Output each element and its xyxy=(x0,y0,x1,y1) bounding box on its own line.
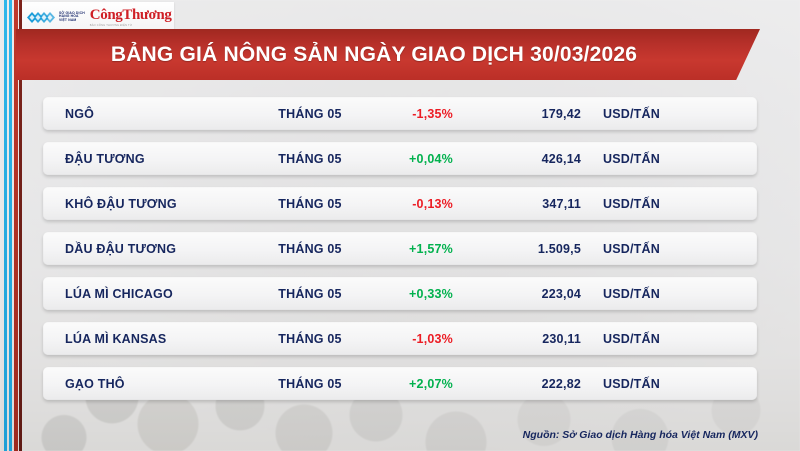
price-change-percent: -0,13% xyxy=(412,196,453,211)
page-title: BẢNG GIÁ NÔNG SẢN NGÀY GIAO DỊCH 30/03/2… xyxy=(110,42,638,66)
contract-month: THÁNG 05 xyxy=(278,331,342,346)
price-table: NGÔ THÁNG 05 -1,35% 179,42 USD/TẤN ĐẬU TƯƠNG T… xyxy=(0,97,800,412)
commodity-name: ĐẬU TƯƠNG xyxy=(65,151,145,166)
price-unit: USD/TẤN xyxy=(603,331,660,346)
price-change-percent: +1,57% xyxy=(409,241,453,256)
price-unit: USD/TẤN xyxy=(603,106,660,121)
table-row: KHÔ ĐẬU TƯƠNG THÁNG 05 -0,13% 347,11 USD/TẤN xyxy=(43,187,757,220)
mxv-line-1: SỞ GIAO DỊCH xyxy=(59,10,85,15)
contract-month: THÁNG 05 xyxy=(278,241,342,256)
price-change-percent: +0,04% xyxy=(409,151,453,166)
mxv-logo: SỞ GIAO DỊCH HÀNG HÓA VIỆT NAM xyxy=(26,9,85,26)
table-row: ĐẬU TƯƠNG THÁNG 05 +0,04% 426,14 USD/TẤN xyxy=(43,142,757,175)
price-value: 426,14 xyxy=(541,151,581,166)
table-row: GẠO THÔ THÁNG 05 +2,07% 222,82 USD/TẤN xyxy=(43,367,757,400)
congthuong-wordmark: CôngThương xyxy=(89,6,172,23)
price-change-percent: -1,35% xyxy=(412,106,453,121)
price-unit: USD/TẤN xyxy=(603,241,660,256)
table-row: LÚA MÌ KANSAS THÁNG 05 -1,03% 230,11 USD/TẤN xyxy=(43,322,757,355)
price-value: 347,11 xyxy=(542,196,581,211)
commodity-name: NGÔ xyxy=(65,106,95,121)
title-banner: BẢNG GIÁ NÔNG SẢN NGÀY GIAO DỊCH 30/03/2… xyxy=(16,29,760,80)
contract-month: THÁNG 05 xyxy=(278,106,342,121)
price-value: 179,42 xyxy=(541,106,581,121)
congthuong-tagline: BÁO CÔNG THƯƠNG ĐIỆN TỬ xyxy=(89,23,133,27)
source-credit: Nguồn: Sở Giao dịch Hàng hóa Việt Nam (M… xyxy=(522,429,758,441)
congthuong-logo: CôngThương BÁO CÔNG THƯƠNG ĐIỆN TỬ xyxy=(89,6,172,27)
accent-stripe-cyan-outer xyxy=(4,0,7,451)
price-unit: USD/TẤN xyxy=(603,151,660,166)
price-value: 222,82 xyxy=(541,376,581,391)
contract-month: THÁNG 05 xyxy=(278,376,342,391)
price-unit: USD/TẤN xyxy=(603,196,660,211)
price-change-percent: +0,33% xyxy=(409,286,453,301)
price-value: 223,04 xyxy=(541,286,581,301)
commodity-name: KHÔ ĐẬU TƯƠNG xyxy=(65,196,177,211)
contract-month: THÁNG 05 xyxy=(278,286,342,301)
contract-month: THÁNG 05 xyxy=(278,196,342,211)
table-row: DẦU ĐẬU TƯƠNG THÁNG 05 +1,57% 1.509,5 USD/TẤ… xyxy=(43,232,757,265)
price-value: 230,11 xyxy=(542,331,581,346)
commodity-name: LÚA MÌ KANSAS xyxy=(65,331,167,346)
price-unit: USD/TẤN xyxy=(603,286,660,301)
logo-bar: SỞ GIAO DỊCH HÀNG HÓA VIỆT NAM CôngThươn… xyxy=(22,2,174,32)
price-change-percent: -1,03% xyxy=(412,331,453,346)
mxv-wordmark: SỞ GIAO DỊCH HÀNG HÓA VIỆT NAM xyxy=(59,10,85,23)
accent-stripe-cyan-inner xyxy=(9,0,12,451)
mxv-line-2: HÀNG HÓA xyxy=(59,14,79,19)
accent-stripe-red-inner xyxy=(19,0,22,451)
price-value: 1.509,5 xyxy=(537,241,581,256)
commodity-name: LÚA MÌ CHICAGO xyxy=(65,286,173,301)
contract-month: THÁNG 05 xyxy=(278,151,342,166)
price-change-percent: +2,07% xyxy=(409,376,453,391)
table-row: NGÔ THÁNG 05 -1,35% 179,42 USD/TẤN xyxy=(43,97,757,130)
commodity-name: DẦU ĐẬU TƯƠNG xyxy=(65,241,177,256)
mxv-line-3: VIỆT NAM xyxy=(59,17,77,22)
table-row: LÚA MÌ CHICAGO THÁNG 05 +0,33% 223,04 USD/TẤ… xyxy=(43,277,757,310)
mxv-chevron-icon xyxy=(27,11,55,23)
commodity-name: GẠO THÔ xyxy=(65,376,125,391)
accent-stripe-red-outer xyxy=(14,0,18,451)
price-unit: USD/TẤN xyxy=(603,376,660,391)
